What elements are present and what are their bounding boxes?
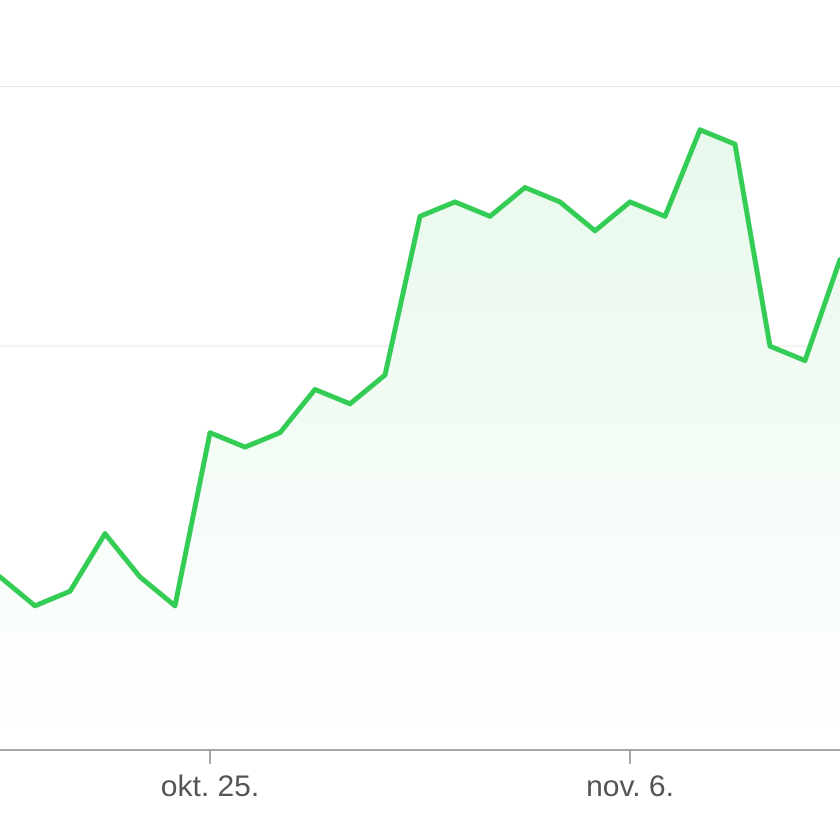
stock-chart: okt. 25. nov. 6. [0, 0, 840, 840]
x-axis-tick-label: okt. 25. [161, 770, 259, 804]
chart-svg [0, 0, 840, 840]
x-axis-tick-label: nov. 6. [586, 770, 674, 804]
